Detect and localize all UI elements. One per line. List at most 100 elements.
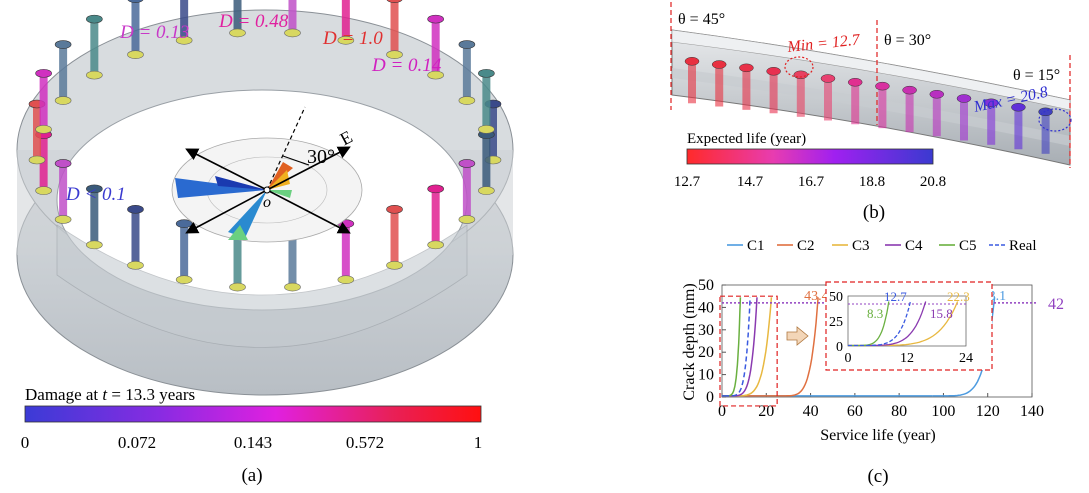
legend-label-c5: C5 [959,238,977,254]
bolt-nut [35,125,52,134]
bolt-group [28,0,502,292]
bolt-nut [386,50,403,59]
series-line-c5 [723,297,742,397]
bolt-head [386,205,403,214]
x-tick-label: 60 [847,403,863,420]
colorbar-b-tick-2: 16.7 [798,174,825,190]
segment-bolt-head [929,90,945,99]
bolt-head [86,184,103,194]
caption-c: (c) [867,466,888,487]
bolt-nut [175,275,193,284]
rose-petal-ne [267,162,293,190]
colorbar-a-tick-2: 0.143 [234,433,272,452]
bolt-shank [233,231,242,287]
inset-series [848,301,966,346]
inset-line-real [848,301,912,346]
bolt-shank [288,231,297,287]
legend-label-c4: C4 [905,238,923,254]
segment-bolt-shank [1014,107,1023,150]
colorbar-b [686,148,934,165]
segment-bolt-shank [742,67,751,110]
label-d-lt-01: D < 0.1 [65,184,126,205]
inset-label-12-7: 12.7 [884,289,907,304]
arrow-se [266,189,351,234]
legend-label-c1: C1 [747,238,765,254]
rose-petal-wnw [215,176,267,190]
bolt-head [478,69,495,78]
inset-x-tick-label: 12 [900,351,914,366]
colorbar-b-tick-4: 20.8 [920,174,946,190]
x-tick-label: 40 [803,403,819,420]
chart-inset: 0 12 24 0 25 50 12.7 22.3 8.3 15.8 [825,281,993,371]
segment-bolt-head [711,60,727,69]
bolt-nut [28,155,46,165]
bolt-shank [131,0,140,54]
legend-label-real: Real [1009,238,1037,254]
zoom-region-box [719,295,778,407]
north-dashed-line [266,106,306,191]
bolt-nut [386,261,403,270]
segment-bolt-shank [960,98,968,141]
segment-bolt-shank [878,86,887,129]
inset-frame [825,281,993,371]
bolt-nut [86,240,103,250]
bolt-head [458,159,476,168]
chart-series [722,297,996,397]
segment-bolt-shank [1041,111,1050,154]
max-highlight [1038,108,1072,132]
inset-x-tick-label: 0 [845,351,852,366]
y-tick-label: 20 [698,344,714,361]
x-tick-label: 100 [931,403,955,420]
segment-bolt-head [684,57,700,66]
bolt-shank [482,134,491,190]
bolt-nut [337,36,355,45]
bolt-nut [54,215,72,224]
bolt-shank [90,19,99,75]
panel-c: C1 C2 C3 C4 C5 Real 0 20 40 60 80 100 120 1400102030… [681,238,1064,487]
bolt-nut [127,261,144,270]
bolt-head [54,159,72,168]
label-theta-45: θ = 45° [678,11,725,28]
wind-rose [171,106,363,243]
y-tick-label: 10 [698,367,714,384]
segment-bolt-shank [905,90,914,133]
y-tick-label: 0 [706,389,714,406]
ring-front-face [56,224,468,348]
rose-petal-sw [228,190,267,238]
bolt-nut [427,240,444,250]
y-axis-label: Crack depth (mm) [681,283,698,400]
legend-label-c2: C2 [797,238,815,254]
rose-origin [263,186,271,194]
bolt-shank [341,0,350,40]
bolt-shank [390,0,399,54]
bolt-shank [462,163,471,219]
bolt-nut [127,50,144,59]
inset-x-tick-label: 24 [959,351,973,366]
bolt-shank [59,163,68,219]
bolt-nut [337,275,355,284]
inset-label-8-3: 8.3 [867,306,883,321]
colorbar-a-tick-3: 0.572 [346,433,384,452]
panel-a: D = 0.13 D = 0.48 D = 1.0 D = 0.14 D < 0… [16,0,514,486]
segment-bolt-head [902,85,917,95]
segment-bolt-head [1011,103,1026,112]
y-tick-label: 50 [698,277,714,294]
x-axis-label: Service life (year) [820,427,935,444]
rose-petal-west [175,178,267,198]
bolt-nut [478,186,495,195]
label-d-013: D = 0.13 [119,22,189,43]
caption-a: (a) [241,465,262,486]
bolt-head [86,14,103,24]
arrow-sw [185,189,268,234]
bolt-shank [341,223,350,279]
y-tick-label: 30 [698,322,714,339]
label-theta-15: θ = 15° [1013,67,1060,84]
inset-y-tick-label: 50 [829,290,843,305]
panel-b: θ = 45° θ = 30° θ = 15° Min = 12.7 Max =… [670,2,1072,223]
bolt-nut [229,28,246,38]
label-theta-30: θ = 30° [884,32,931,49]
bolt-nut [427,70,444,80]
bolt-shank [131,209,140,265]
